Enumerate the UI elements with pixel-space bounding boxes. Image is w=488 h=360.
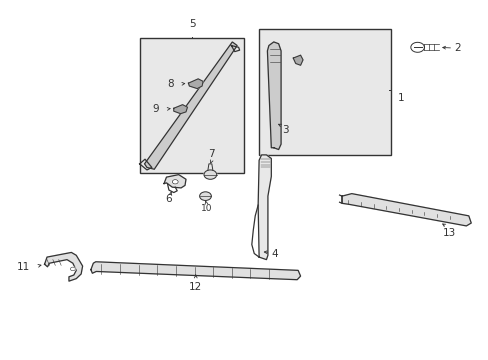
Text: 11: 11 (17, 262, 30, 272)
Polygon shape (267, 42, 281, 149)
Polygon shape (341, 194, 470, 226)
Text: 5: 5 (188, 19, 195, 30)
Text: 9: 9 (152, 104, 159, 114)
Polygon shape (91, 262, 300, 280)
Bar (259, 30, 390, 155)
Text: 10: 10 (200, 204, 212, 213)
Polygon shape (44, 252, 82, 281)
Polygon shape (188, 79, 203, 89)
Polygon shape (144, 42, 237, 169)
Bar (140, 39, 244, 173)
Text: 8: 8 (167, 79, 173, 89)
Polygon shape (173, 105, 187, 114)
Text: 3: 3 (282, 125, 289, 135)
Polygon shape (293, 55, 303, 65)
Text: 7: 7 (207, 149, 214, 159)
Circle shape (172, 180, 178, 184)
Polygon shape (163, 175, 185, 188)
Text: 13: 13 (442, 228, 455, 238)
Text: 12: 12 (189, 282, 202, 292)
Text: 1: 1 (397, 93, 404, 103)
Circle shape (199, 192, 211, 201)
Polygon shape (258, 155, 271, 260)
Text: 4: 4 (271, 248, 277, 258)
Text: 2: 2 (453, 43, 460, 53)
Circle shape (203, 170, 216, 179)
Circle shape (70, 267, 75, 271)
Text: 6: 6 (165, 194, 172, 204)
